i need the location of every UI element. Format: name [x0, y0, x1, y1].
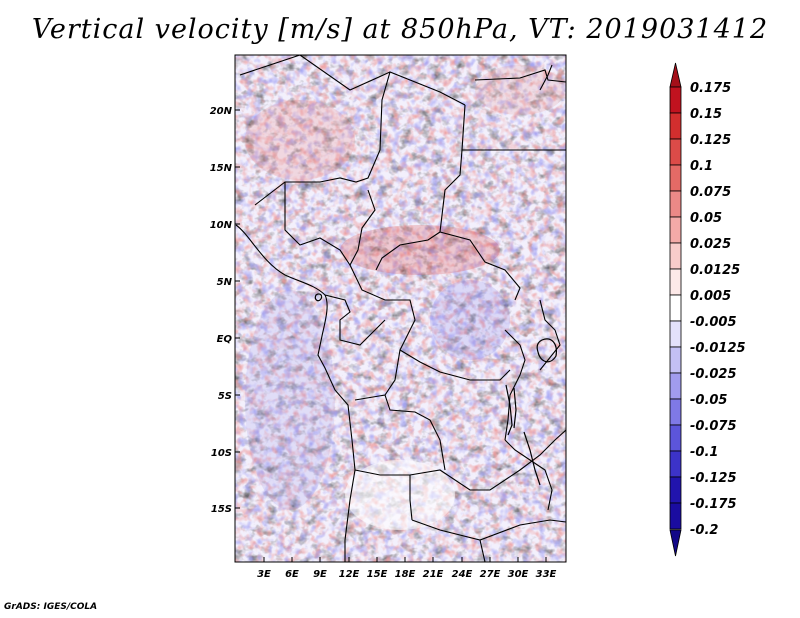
lat-label: 15N: [210, 163, 233, 174]
credit-text: GrADS: IGES/COLA: [4, 602, 98, 612]
colorbar-box: [669, 216, 682, 244]
chart-title: Vertical velocity [m/s] at 850hPa, VT: 2…: [31, 14, 769, 45]
colorbar-label: 0.125: [690, 133, 731, 148]
colorbar-box: [669, 86, 682, 114]
colorbar-box: [669, 398, 682, 426]
colorbar-label: 0.15: [690, 107, 722, 122]
colorbar-box: [669, 320, 682, 348]
colorbar-box: [669, 190, 682, 218]
colorbar-box: [669, 294, 682, 322]
longitude-labels: 3E 6E 9E 12E 15E 18E 21E 24E 27E 30E 33E: [257, 569, 556, 580]
country-borders: [235, 55, 566, 562]
colorbar-label: -0.005: [690, 315, 737, 330]
lat-label: EQ: [217, 334, 233, 345]
colorbar-label: 0.025: [690, 237, 731, 252]
colorbar-box: [669, 450, 682, 478]
colorbar-box: [669, 372, 682, 400]
colorbar-label: 0.005: [690, 289, 731, 304]
colorbar-box: [669, 242, 682, 270]
lat-label: 10N: [210, 220, 233, 231]
colorbar-box: [669, 502, 682, 530]
colorbar-label: -0.025: [690, 367, 737, 382]
lakes: [314, 293, 557, 486]
colorbar-label: -0.0125: [690, 341, 746, 356]
lon-label: 6E: [285, 569, 299, 580]
lat-label: 10S: [211, 448, 232, 459]
lon-label: 9E: [313, 569, 327, 580]
colorbar-label: 0.075: [690, 185, 731, 200]
lat-label: 5S: [218, 391, 232, 402]
lon-label: 33E: [536, 569, 557, 580]
colorbar-top-arrow: [669, 62, 682, 88]
colorbar-label: 0.175: [690, 81, 731, 96]
lon-label: 15E: [367, 569, 388, 580]
colorbar: 0.175 0.15 0.125 0.1 0.075 0.05 0.025 0.…: [669, 62, 746, 557]
lon-label: 21E: [423, 569, 444, 580]
map-frame: [234, 54, 567, 563]
colorbar-box: [669, 476, 682, 504]
colorbar-label: -0.2: [690, 523, 718, 538]
colorbar-box: [669, 424, 682, 452]
colorbar-label: -0.175: [690, 497, 737, 512]
colorbar-box: [669, 138, 682, 166]
lon-label: 18E: [395, 569, 416, 580]
colorbar-label: 0.0125: [690, 263, 740, 278]
colorbar-label: 0.1: [690, 159, 713, 174]
lon-label: 24E: [452, 569, 473, 580]
colorbar-bottom-arrow: [669, 529, 682, 557]
lon-label: 30E: [508, 569, 529, 580]
lat-label: 15S: [211, 504, 232, 515]
colorbar-box: [669, 268, 682, 296]
lon-label: 27E: [480, 569, 501, 580]
colorbar-box: [669, 346, 682, 374]
colorbar-box: [669, 112, 682, 140]
lat-label: 20N: [210, 106, 233, 117]
axis-ticks: [235, 109, 547, 562]
lon-label: 12E: [339, 569, 360, 580]
colorbar-label: -0.075: [690, 419, 737, 434]
lon-label: 3E: [257, 569, 271, 580]
colorbar-label: 0.05: [690, 211, 722, 226]
colorbar-boxes: [669, 86, 682, 530]
latitude-labels: 20N 15N 10N 5N EQ 5S 10S 15S: [210, 106, 233, 515]
colorbar-labels: 0.175 0.15 0.125 0.1 0.075 0.05 0.025 0.…: [690, 81, 746, 538]
colorbar-box: [669, 164, 682, 192]
colorbar-label: -0.125: [690, 471, 737, 486]
colorbar-label: -0.05: [690, 393, 727, 408]
colorbar-label: -0.1: [690, 445, 718, 460]
lat-label: 5N: [217, 277, 233, 288]
velocity-field: [235, 55, 566, 562]
